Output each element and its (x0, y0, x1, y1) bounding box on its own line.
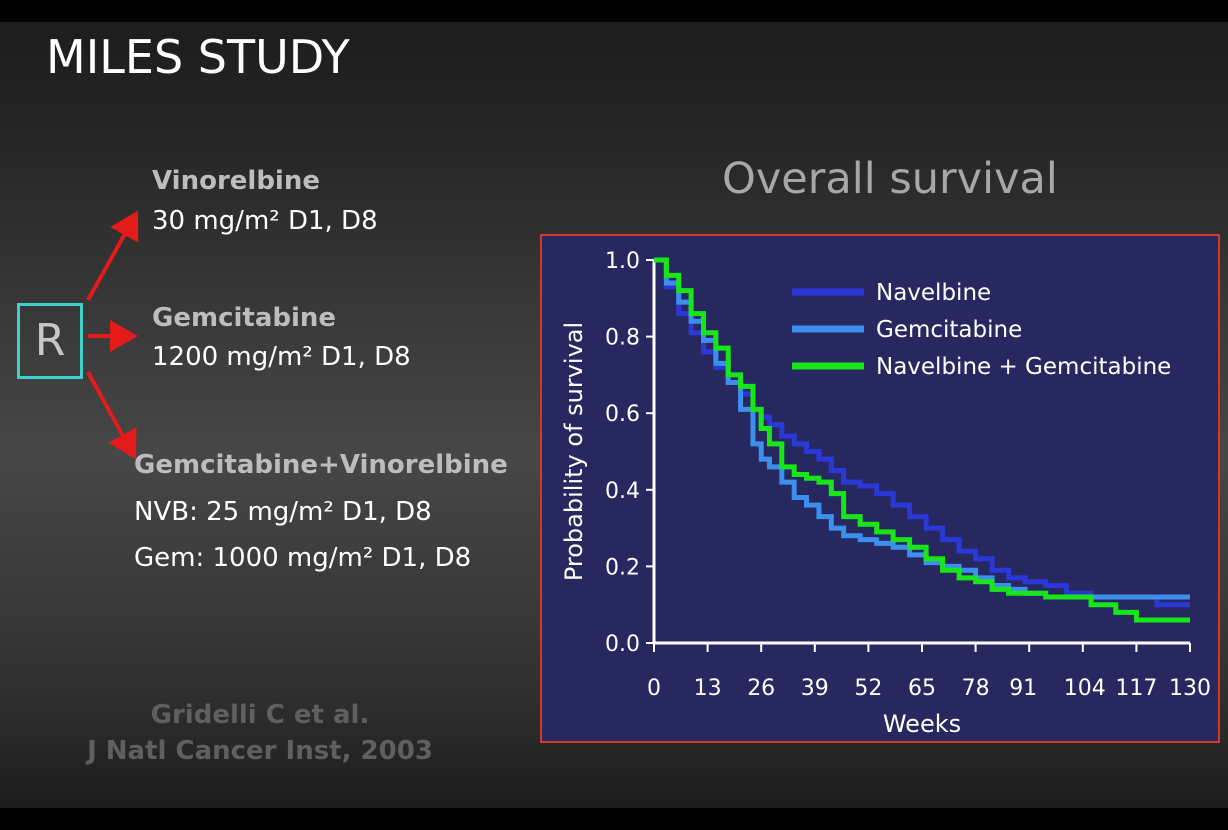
x-tick-label: 117 (1115, 676, 1157, 701)
reference-author: Gridelli C et al. (150, 700, 370, 730)
x-tick-label: 13 (694, 676, 722, 701)
x-tick-label: 104 (1064, 676, 1106, 701)
arm-3-dose-nvb: NVB: 25 mg/m² D1, D8 (134, 497, 432, 527)
x-tick-label: 39 (801, 676, 829, 701)
chart-panel: 0.0 0.2 0.4 0.6 0.8 1.0 0 13 26 39 52 65 78 91 104 117 1… (540, 234, 1220, 743)
x-axis-label: Weeks (883, 710, 961, 738)
x-tick-label: 91 (1009, 676, 1037, 701)
reference-journal: J Natl Cancer Inst, 2003 (87, 736, 433, 766)
y-tick-label: 0.6 (605, 402, 640, 427)
x-tick-label: 0 (647, 676, 661, 701)
x-tick-label: 78 (962, 676, 990, 701)
chart-title: Overall survival (722, 154, 1058, 204)
arm-2-name: Gemcitabine (152, 303, 337, 333)
randomization-arrows (86, 210, 139, 460)
arm-2-dose: 1200 mg/m² D1, D8 (152, 342, 411, 372)
legend-label-2: Gemcitabine (876, 317, 1022, 343)
y-tick-label: 0.0 (605, 632, 640, 657)
randomization-box: R (17, 303, 83, 379)
x-tick-label: 130 (1169, 676, 1211, 701)
series-line-3 (654, 257, 1190, 623)
slide-title: MILES STUDY (46, 30, 350, 84)
legend-label-1: Navelbine (876, 280, 991, 306)
arm-3-dose-gem: Gem: 1000 mg/m² D1, D8 (134, 543, 472, 573)
survival-chart: 0.0 0.2 0.4 0.6 0.8 1.0 0 13 26 39 52 65 78 91 104 117 1… (560, 249, 1211, 738)
arm-1-dose: 30 mg/m² D1, D8 (152, 206, 378, 236)
arm-1-name: Vinorelbine (152, 166, 320, 196)
y-tick-label: 0.2 (605, 555, 640, 580)
y-tick-label: 0.4 (605, 479, 640, 504)
y-axis-label: Probability of survival (560, 322, 588, 581)
y-tick-label: 0.8 (605, 326, 640, 351)
x-tick-label: 65 (908, 676, 936, 701)
x-tick-label: 26 (747, 676, 775, 701)
y-tick-label: 1.0 (605, 249, 640, 274)
x-tick-label: 52 (854, 676, 882, 701)
arm-3-name: Gemcitabine+Vinorelbine (134, 450, 508, 480)
arrow-to-vinorelbine (86, 210, 139, 301)
slide: MILES STUDY R Vinorelbine 30 mg/m² D1, D… (0, 22, 1228, 808)
arrow-to-combination (86, 371, 137, 460)
legend-label-3: Navelbine + Gemcitabine (876, 354, 1171, 380)
